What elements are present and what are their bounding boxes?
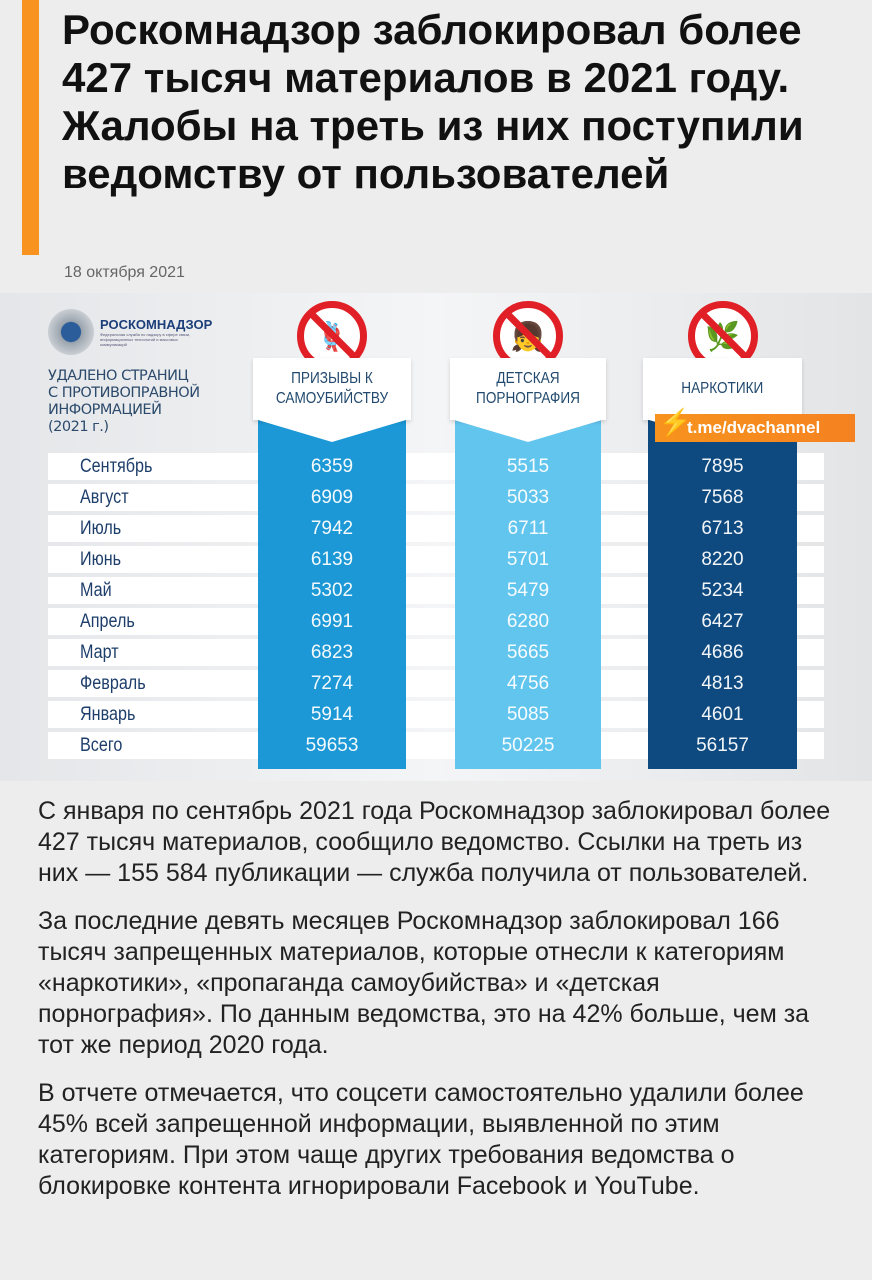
column-header-label: ДЕТСКАЯ ПОРНОГРАФИЯ xyxy=(476,370,580,407)
month-label: Март xyxy=(80,642,119,663)
month-label: Сентябрь xyxy=(80,456,153,477)
subtitle-line: С ПРОТИВОПРАВНОЙ xyxy=(48,385,200,401)
month-label: Июнь xyxy=(80,549,122,570)
column-drugs: 7895 7568 6713 8220 5234 6427 4686 4813 4601 5615… xyxy=(648,413,797,769)
value-cell: 7568 xyxy=(701,487,744,508)
lightning-icon: ⚡ xyxy=(659,407,692,437)
value-cell: 4601 xyxy=(701,704,744,725)
logo-name: РОСКОМНАДЗОР xyxy=(100,317,213,332)
subtitle-line: ИНФОРМАЦИЕЙ xyxy=(48,402,162,418)
value-cell: 5033 xyxy=(506,487,550,508)
roskomnadzor-logo: РОСКОМНАДЗОР Федеральная служба по надзо… xyxy=(48,309,212,355)
column-header: ПРИЗЫВЫ К САМОУБИЙСТВУ xyxy=(253,358,411,420)
value-cell: 8220 xyxy=(701,549,744,570)
value-cell: 5479 xyxy=(506,580,550,601)
column-child-abuse: 5515 5033 6711 5701 5479 6280 5665 4756 5085 5022… xyxy=(455,413,601,769)
value-cell: 7942 xyxy=(310,518,354,539)
value-cell: 6909 xyxy=(310,487,354,508)
month-label: Май xyxy=(80,580,112,601)
article-title: Роскомнадзор заблокировал более 427 тыся… xyxy=(62,6,804,197)
value-cell: 5085 xyxy=(506,704,550,725)
header-notch xyxy=(258,420,406,442)
value-cell: 56157 xyxy=(696,735,749,756)
month-label: Январь xyxy=(80,704,136,725)
column-header-label: ПРИЗЫВЫ К САМОУБИЙСТВУ xyxy=(275,370,389,407)
value-cell: 5665 xyxy=(506,642,550,663)
value-cell: 6991 xyxy=(310,611,354,632)
watermark-text: t.me/dvachannel xyxy=(687,418,821,437)
value-cell: 4686 xyxy=(701,642,744,663)
header-notch xyxy=(454,420,602,442)
accent-bar xyxy=(22,0,39,255)
logo-subtitle: Федеральная служба по надзору в сфере св… xyxy=(100,332,191,347)
value-cell: 6359 xyxy=(310,456,354,477)
column-suicide: 6359 6909 7942 6139 5302 6991 6823 7274 5914 5965… xyxy=(258,413,406,769)
value-cell: 5515 xyxy=(506,456,550,477)
value-cell: 59653 xyxy=(305,735,359,756)
paragraph: С января по сентябрь 2021 года Роскомнад… xyxy=(38,797,831,887)
infographic: РОСКОМНАДЗОР Федеральная служба по надзо… xyxy=(0,293,872,781)
article-date: 18 октября 2021 xyxy=(64,264,185,281)
month-label: Август xyxy=(80,487,129,508)
value-cell: 6711 xyxy=(507,518,549,539)
column-header: НАРКОТИКИ xyxy=(643,358,802,420)
value-cell: 5914 xyxy=(310,704,354,725)
month-label: Всего xyxy=(80,735,123,756)
value-cell: 5234 xyxy=(701,580,744,601)
value-cell: 50225 xyxy=(501,735,555,756)
value-cell: 7274 xyxy=(310,673,354,694)
subtitle-line: (2021 г.) xyxy=(48,419,109,435)
month-label: Апрель xyxy=(80,611,135,632)
column-header-label: НАРКОТИКИ xyxy=(681,380,764,397)
value-cell: 4813 xyxy=(701,673,744,694)
subtitle-line: УДАЛЕНО СТРАНИЦ xyxy=(48,368,189,384)
paragraph: За последние девять месяцев Роскомнадзор… xyxy=(38,907,810,1059)
month-label: Июль xyxy=(80,518,122,539)
value-cell: 6713 xyxy=(701,518,744,539)
value-cell: 6139 xyxy=(310,549,354,570)
article-body: С января по сентябрь 2021 года Роскомнад… xyxy=(38,796,838,1219)
column-header: ДЕТСКАЯ ПОРНОГРАФИЯ xyxy=(450,358,606,420)
value-cell: 6823 xyxy=(310,642,354,663)
value-cell: 4756 xyxy=(506,673,550,694)
value-cell: 5302 xyxy=(310,580,354,601)
month-label: Февраль xyxy=(80,673,146,694)
value-cell: 6280 xyxy=(506,611,550,632)
paragraph: В отчете отмечается, что соцсети самосто… xyxy=(38,1079,804,1200)
emblem-icon xyxy=(48,309,94,355)
value-cell: 6427 xyxy=(701,611,744,632)
value-cell: 7895 xyxy=(701,456,744,477)
watermark-banner: ⚡ t.me/dvachannel xyxy=(655,408,855,442)
value-cell: 5701 xyxy=(506,549,550,570)
infographic-subtitle: УДАЛЕНО СТРАНИЦ С ПРОТИВОПРАВНОЙ ИНФОРМА… xyxy=(48,368,200,436)
